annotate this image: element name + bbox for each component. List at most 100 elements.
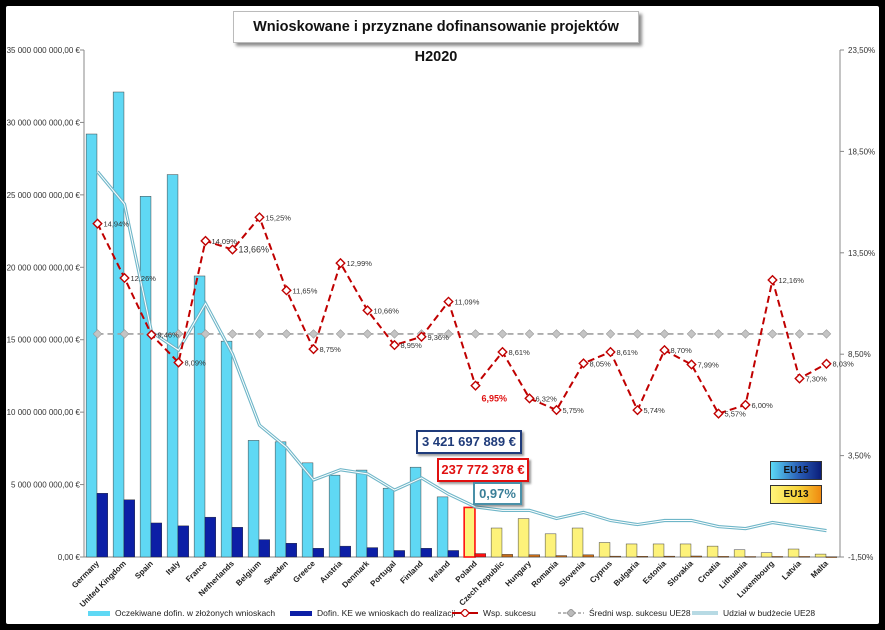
marker-average-success-rate xyxy=(794,329,805,339)
bar-granted xyxy=(312,548,324,558)
data-label-success-rate: 12,26% xyxy=(131,274,157,283)
marker-success-rate xyxy=(578,358,589,369)
bar-granted xyxy=(177,525,189,558)
marker-success-rate xyxy=(794,373,805,384)
marker-success-rate xyxy=(443,296,454,307)
legend-swatch-teal-line xyxy=(692,611,718,615)
bar-requested xyxy=(382,487,395,558)
marker-average-success-rate xyxy=(119,329,130,339)
chart-legend: Oczekiwane dofin. w złożonych wnioskach … xyxy=(0,604,885,626)
data-label-success-rate: 11,65% xyxy=(293,286,318,295)
legend-label: Oczekiwane dofin. w złożonych wnioskach xyxy=(115,608,276,618)
bar-granted xyxy=(204,516,216,558)
data-label-success-rate: 9,36% xyxy=(428,333,450,342)
y-right-tick-label: 18,50% xyxy=(848,147,875,156)
data-label-success-rate: 5,74% xyxy=(644,406,666,415)
marker-average-success-rate xyxy=(632,329,643,339)
marker-success-rate xyxy=(173,357,184,368)
badge-eu13: EU13 xyxy=(770,485,822,504)
data-label-success-rate: 8,61% xyxy=(617,348,639,357)
y-left-tick-label: 5 000 000 000,00 € xyxy=(11,481,81,490)
data-label-success-rate: 8,61% xyxy=(509,348,531,357)
bar-granted xyxy=(474,553,486,558)
bar-requested xyxy=(760,552,773,558)
bar-requested xyxy=(733,549,746,558)
y-right-tick-label: 8,50% xyxy=(848,350,871,359)
legend-swatch-grey-line xyxy=(558,609,584,617)
bar-granted xyxy=(690,555,702,558)
legend-item-average-rate: Średni wsp. sukcesu UE28 xyxy=(558,608,691,618)
marker-success-rate xyxy=(524,393,535,404)
data-label-success-rate: 5,57% xyxy=(725,410,747,419)
bar-granted xyxy=(663,555,675,558)
marker-average-success-rate xyxy=(524,329,535,339)
legend-label: Wsp. sukcesu xyxy=(483,608,536,618)
y-right-tick-label: 23,50% xyxy=(848,46,875,55)
y-left-tick-label: 0,00 € xyxy=(58,553,81,562)
bar-requested xyxy=(787,548,800,558)
bar-requested xyxy=(409,466,422,558)
legend-label: Udział w budżecie UE28 xyxy=(723,608,816,618)
marker-average-success-rate xyxy=(173,329,184,339)
y-left-tick-label: 10 000 000 000,00 € xyxy=(7,408,81,417)
bar-granted xyxy=(609,555,621,558)
marker-average-success-rate xyxy=(659,329,670,339)
y-left-tick-label: 15 000 000 000,00 € xyxy=(7,336,81,345)
marker-success-rate xyxy=(686,359,697,370)
bar-requested xyxy=(166,174,179,558)
legend-swatch-red-line xyxy=(452,609,478,617)
bar-requested xyxy=(598,542,611,558)
marker-success-rate xyxy=(740,399,751,411)
bar-requested xyxy=(463,506,476,558)
bar-requested xyxy=(193,275,206,558)
bar-requested xyxy=(220,340,233,558)
bar-granted xyxy=(771,556,783,558)
bar-requested xyxy=(112,91,125,558)
bar-requested xyxy=(301,462,314,558)
marker-average-success-rate xyxy=(227,329,238,339)
bar-granted xyxy=(501,554,513,558)
marker-average-success-rate xyxy=(821,329,832,339)
y-left-tick-label: 35 000 000 000,00 € xyxy=(7,46,81,55)
data-label-success-rate: 5,75% xyxy=(563,406,585,415)
data-label-success-rate: 6,95% xyxy=(482,394,508,404)
chart-title: Wnioskowane i przyznane dofinansowanie p… xyxy=(233,11,639,65)
marker-success-rate xyxy=(632,404,643,416)
marker-average-success-rate xyxy=(362,329,373,339)
marker-average-success-rate xyxy=(443,329,454,339)
data-label-success-rate: 13,66% xyxy=(239,245,270,255)
marker-success-rate xyxy=(389,339,400,351)
marker-success-rate xyxy=(659,344,670,356)
bar-granted xyxy=(366,547,378,558)
marker-success-rate xyxy=(470,380,481,391)
y-right-tick-label: 3,50% xyxy=(848,452,871,461)
callout-granted-amount: 237 772 378 € xyxy=(437,458,529,482)
data-label-success-rate: 14,94% xyxy=(104,220,130,229)
data-label-success-rate: 9,46% xyxy=(158,331,180,340)
data-label-success-rate: 8,05% xyxy=(590,359,612,368)
y-left-tick-label: 20 000 000 000,00 € xyxy=(7,263,81,272)
marker-average-success-rate xyxy=(200,329,211,339)
bar-granted xyxy=(231,527,243,558)
bar-requested xyxy=(436,496,449,558)
marker-success-rate xyxy=(713,408,724,419)
bar-requested xyxy=(679,543,692,558)
bar-requested xyxy=(139,196,152,558)
bar-granted xyxy=(825,556,837,558)
marker-average-success-rate xyxy=(713,329,724,339)
marker-average-success-rate xyxy=(767,329,778,339)
data-label-success-rate: 7,99% xyxy=(698,361,720,370)
legend-label: Średni wsp. sukcesu UE28 xyxy=(589,608,691,618)
bar-granted xyxy=(420,548,432,558)
marker-success-rate xyxy=(254,212,265,223)
bar-requested xyxy=(490,527,503,558)
y-right-tick-label: 13,50% xyxy=(848,249,875,258)
data-label-success-rate: 12,99% xyxy=(347,259,373,268)
marker-success-rate xyxy=(497,346,508,358)
data-label-success-rate: 10,66% xyxy=(374,306,400,315)
marker-average-success-rate xyxy=(740,329,751,339)
data-label-success-rate: 15,25% xyxy=(266,213,292,222)
badge-eu15: EU15 xyxy=(770,461,822,480)
bar-granted xyxy=(393,550,405,558)
